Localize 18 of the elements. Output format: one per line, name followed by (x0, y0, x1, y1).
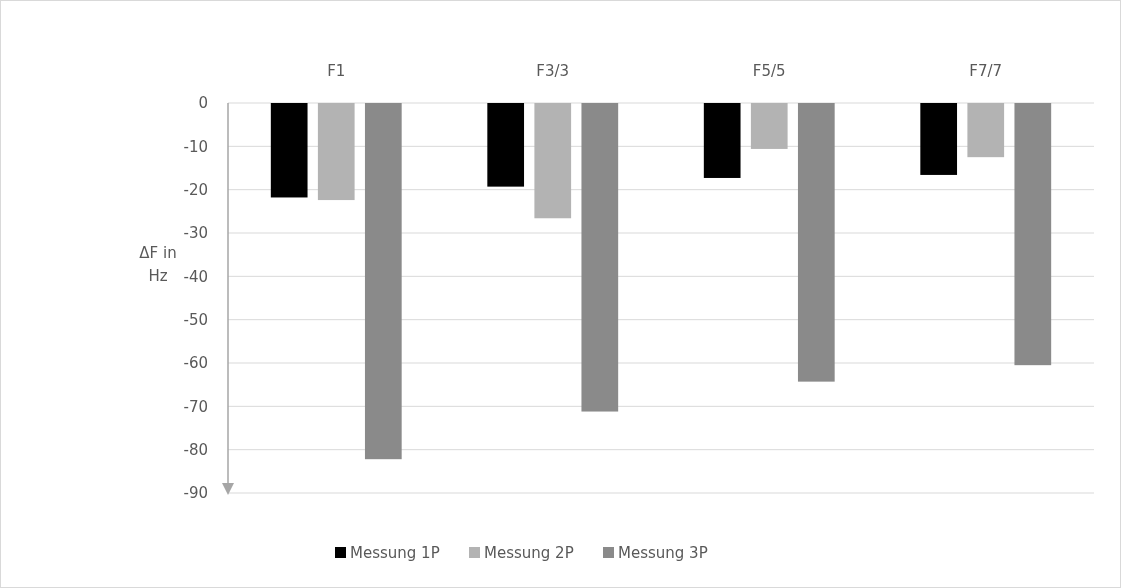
x-tick-label: F5/5 (752, 62, 786, 80)
y-tick-label: -20 (183, 180, 208, 199)
legend-label: Messung 1P (350, 544, 440, 563)
y-tick-label: -10 (183, 137, 208, 156)
y-tick-label: -30 (183, 224, 208, 243)
y-tick-label: -90 (183, 484, 208, 503)
y-tick-label: -40 (183, 267, 208, 286)
legend-label: Messung 3P (618, 544, 708, 563)
y-tick-label: -80 (183, 440, 208, 459)
y-tick-label: 0 (198, 94, 208, 113)
y-axis-title: ΔF in Hz (139, 244, 177, 285)
legend-label: Messung 2P (484, 544, 574, 563)
y-tick-label: -70 (183, 397, 208, 416)
y-tick-label: -60 (183, 354, 208, 373)
x-tick-label: F7/7 (969, 62, 1003, 80)
x-tick-label: F3/3 (536, 62, 570, 80)
x-tick-label: F1 (327, 62, 346, 80)
y-tick-label: -50 (183, 310, 208, 329)
